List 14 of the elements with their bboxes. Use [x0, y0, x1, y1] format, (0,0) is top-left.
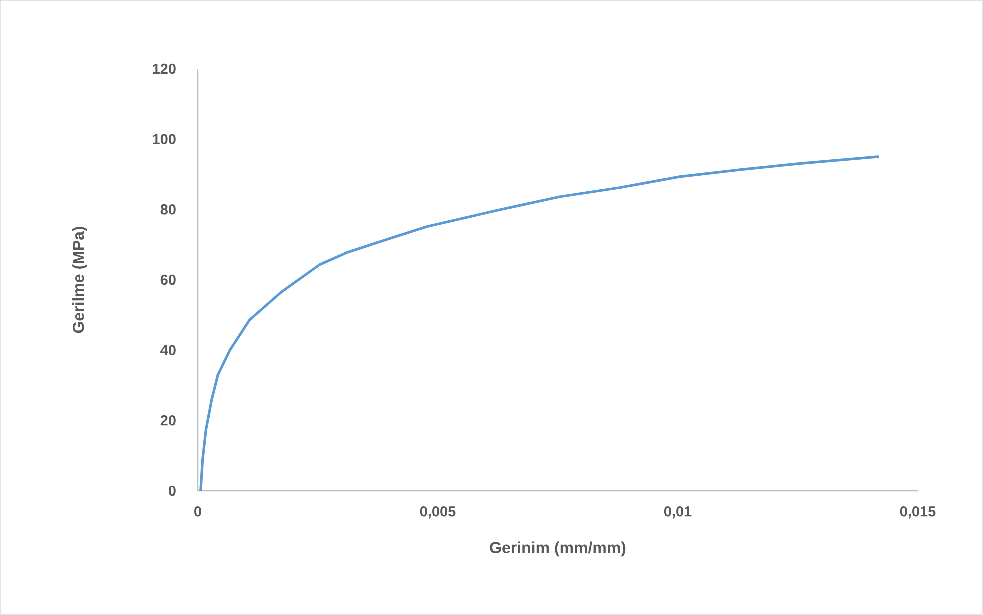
y-tick-label: 60 — [160, 274, 176, 286]
x-tick-label: 0,015 — [900, 506, 936, 519]
line-series — [200, 156, 880, 491]
y-tick-label: 120 — [153, 64, 176, 74]
y-tick-label: 0 — [168, 486, 176, 496]
x-tick-label: 0,01 — [664, 506, 692, 519]
x-tick-label: 0,005 — [420, 506, 456, 519]
y-axis-title: Gerilme (MPa) — [72, 227, 88, 334]
x-tick-label: 0 — [194, 506, 202, 517]
x-axis-title: Gerinim (mm/mm) — [490, 542, 626, 557]
y-tick-label: 100 — [153, 134, 176, 144]
y-tick-label: 80 — [160, 204, 176, 215]
y-tick-label: 40 — [160, 345, 176, 356]
y-tick-label: 20 — [160, 416, 176, 426]
